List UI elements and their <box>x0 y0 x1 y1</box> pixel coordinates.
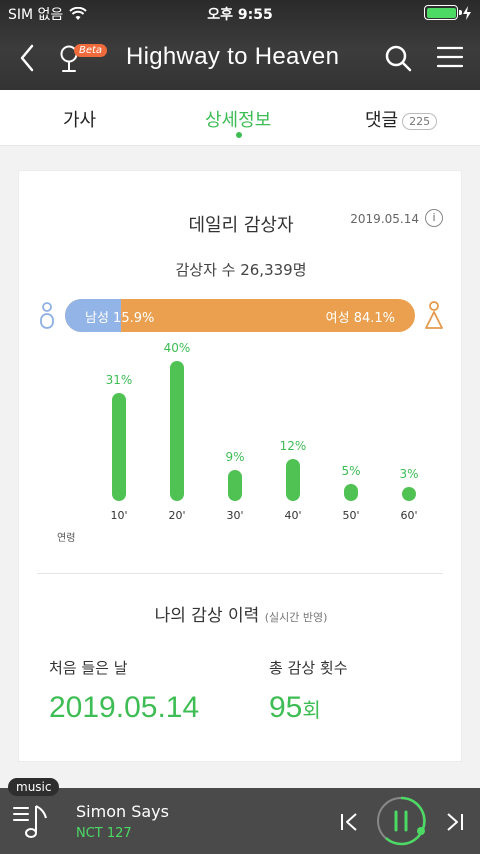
age-bar <box>402 487 416 501</box>
age-tick-label: 30' <box>226 509 244 522</box>
gender-ratio-bar: 남성 15.9% 여성 84.1% <box>65 299 415 332</box>
search-button[interactable] <box>384 44 412 72</box>
battery-icon <box>424 5 462 20</box>
tab-details[interactable]: 상세정보 <box>205 110 272 131</box>
listener-count: 감상자 수 26,339명 <box>175 261 307 279</box>
wifi-icon <box>69 7 88 20</box>
daily-listeners-title: 데일리 감상자 <box>188 215 294 236</box>
active-tab-indicator <box>236 132 242 138</box>
age-bar <box>286 459 300 501</box>
voice-search-button[interactable]: Beta <box>58 40 108 78</box>
age-bar-value-label: 31% <box>105 372 133 387</box>
age-bar-value-label: 40% <box>163 341 191 355</box>
page-title: Highway to Heaven <box>126 43 340 70</box>
status-bar: SIM 없음 오후 9:55 <box>0 0 480 26</box>
charging-icon <box>463 5 471 20</box>
beta-badge: Beta <box>74 44 108 57</box>
age-tick-label: 10' <box>110 509 128 522</box>
music-tag: music <box>8 778 60 796</box>
age-bar <box>228 469 242 501</box>
age-tick-label: 50' <box>342 509 360 522</box>
search-icon <box>385 45 412 72</box>
playlist-icon <box>13 805 47 838</box>
header: SIM 없음 오후 9:55 Beta <box>0 0 480 90</box>
age-tick-label: 20' <box>168 509 186 522</box>
tab-lyrics[interactable]: 가사 <box>63 110 97 131</box>
clock: 오후 9:55 <box>207 7 273 23</box>
back-button[interactable] <box>14 42 42 74</box>
age-axis-label: 연령 <box>57 533 76 544</box>
age-tick-label: 60' <box>400 509 418 522</box>
detail-card: 데일리 감상자 2019.05.14 i 감상자 수 26,339명 남성 15… <box>18 170 462 762</box>
age-bar <box>170 361 184 501</box>
age-tick-label: 40' <box>284 509 302 522</box>
tab-comments-label: 댓글 <box>365 110 399 131</box>
divider <box>37 573 443 574</box>
female-icon <box>425 301 443 329</box>
play-count-number: 95 <box>269 691 303 724</box>
menu-button[interactable] <box>436 45 464 69</box>
age-bar-value-label: 5% <box>341 463 361 478</box>
artist-name[interactable]: NCT 127 <box>76 826 132 841</box>
mini-player: Simon Says NCT 127 <box>0 788 480 854</box>
info-icon[interactable]: i <box>425 209 443 227</box>
male-share-label: 남성 15.9% <box>85 311 155 326</box>
nav-bar: Beta Highway to Heaven <box>0 34 480 82</box>
comment-count-badge: 225 <box>402 112 438 130</box>
pause-icon <box>377 796 426 846</box>
next-icon <box>447 813 463 831</box>
age-bar <box>344 483 358 501</box>
first-listen-date: 2019.05.14 <box>49 691 200 724</box>
male-share-fill <box>65 299 121 332</box>
prev-icon <box>341 813 357 831</box>
daily-date: 2019.05.14 <box>350 212 419 226</box>
next-button[interactable] <box>442 810 466 834</box>
age-bar-value-label: 9% <box>225 449 245 464</box>
age-bar <box>112 392 126 501</box>
carrier-text: SIM 없음 <box>8 7 64 23</box>
age-bar-value-label: 3% <box>399 467 419 481</box>
play-count-label: 총 감상 횟수 <box>269 659 348 677</box>
history-title: 나의 감상 이력 (실시간 반영) <box>19 601 463 626</box>
play-count-unit: 회 <box>302 700 321 722</box>
male-icon <box>40 302 54 329</box>
pause-button[interactable] <box>376 796 426 846</box>
age-bar-value-label: 12% <box>279 439 307 453</box>
history-title-text: 나의 감상 이력 <box>154 606 260 626</box>
play-count-value: 95회 <box>269 691 321 725</box>
first-listen-label: 처음 들은 날 <box>49 659 128 677</box>
history-note: (실시간 반영) <box>264 611 328 624</box>
tab-comments[interactable]: 댓글 225 <box>365 106 438 132</box>
age-chart: 연령 31% 10' 40% 20' 9% 30' 12% 40' 5% 50' 3% 60' <box>49 341 449 551</box>
song-title[interactable]: Simon Says <box>76 802 169 821</box>
previous-button[interactable] <box>338 810 362 834</box>
back-icon <box>20 44 34 72</box>
menu-icon <box>436 46 464 68</box>
female-share-label: 여성 84.1% <box>325 311 395 326</box>
playlist-button[interactable] <box>12 802 52 842</box>
